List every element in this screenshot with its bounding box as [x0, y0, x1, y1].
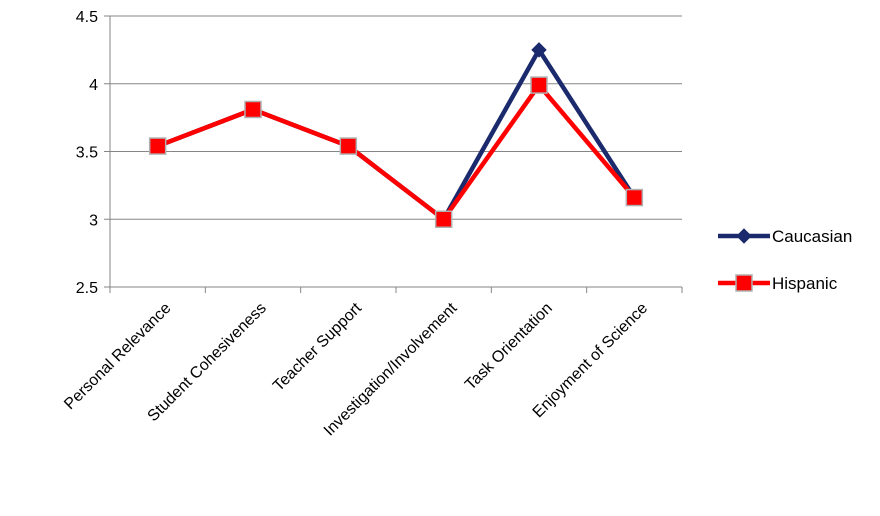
data-point [434, 210, 453, 228]
legend-label: Caucasian [772, 227, 852, 246]
data-point [148, 137, 167, 155]
series-hispanic [148, 76, 644, 228]
series-lines [148, 42, 644, 228]
data-point [244, 100, 262, 119]
y-tick-label: 3 [89, 212, 98, 229]
legend: Caucasian Hispanic [718, 227, 852, 293]
series-line [156, 47, 637, 222]
series-line [156, 82, 637, 222]
y-tick-label: 4.5 [76, 9, 98, 26]
y-tick-label: 2.5 [76, 280, 98, 297]
legend-label: Hispanic [772, 274, 838, 293]
y-tick-label: 3.5 [76, 145, 98, 162]
y-tick-labels: 2.5 3 3.5 4 4.5 [76, 9, 98, 297]
data-point [531, 42, 547, 58]
data-point [339, 137, 358, 155]
x-category-label: Task Orientation [462, 300, 556, 394]
legend-item: Caucasian [718, 227, 852, 246]
y-tick-label: 4 [89, 77, 98, 94]
legend-marker [735, 274, 753, 292]
x-category-label: Teacher Support [270, 299, 365, 394]
x-category-label: Personal Relevance [61, 300, 174, 413]
data-point [625, 188, 644, 207]
series-caucasian [149, 42, 643, 227]
data-point [530, 76, 548, 94]
legend-item: Hispanic [718, 274, 838, 293]
legend-marker [736, 228, 752, 244]
axes [104, 15, 683, 293]
